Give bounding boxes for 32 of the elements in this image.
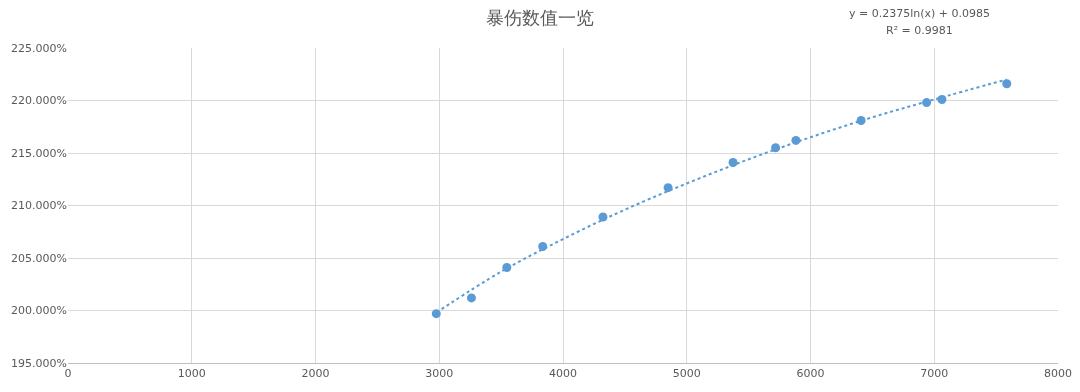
y-tick-label: 220.000% — [11, 94, 67, 108]
y-tick-label: 225.000% — [11, 41, 67, 55]
point — [431, 309, 441, 319]
x-tick-label: 7000 — [920, 367, 949, 381]
y-tick-label: 215.000% — [11, 146, 67, 160]
point — [771, 143, 781, 153]
point — [598, 212, 608, 222]
point — [728, 157, 738, 167]
text: R² = 0.9981 — [886, 24, 953, 37]
point — [1002, 79, 1012, 89]
y-tick-label: 195.000% — [11, 356, 67, 370]
point — [937, 94, 947, 104]
point — [466, 293, 476, 303]
point — [922, 98, 932, 108]
point — [502, 262, 512, 272]
x-tick-label: 8000 — [1044, 367, 1072, 381]
x-tick-label: 3000 — [425, 367, 454, 381]
x-tick-label: 4000 — [549, 367, 577, 381]
x-tick-label: 6000 — [796, 367, 825, 381]
point — [663, 183, 673, 193]
x-tick-label: 2000 — [301, 367, 330, 381]
text: y = 0.2375ln(x) + 0.0985 — [849, 7, 991, 20]
point — [791, 135, 801, 145]
y-tick-label: 205.000% — [11, 251, 67, 265]
x-tick-label: 1000 — [177, 367, 206, 381]
y-tick-label: 210.000% — [11, 199, 67, 213]
chart-title: 暴伤数值一览 — [486, 6, 594, 28]
x-tick-label: 0 — [64, 367, 72, 381]
point — [856, 115, 866, 125]
x-tick-label: 5000 — [672, 367, 701, 381]
y-tick-label: 200.000% — [11, 304, 67, 318]
point — [538, 241, 548, 251]
